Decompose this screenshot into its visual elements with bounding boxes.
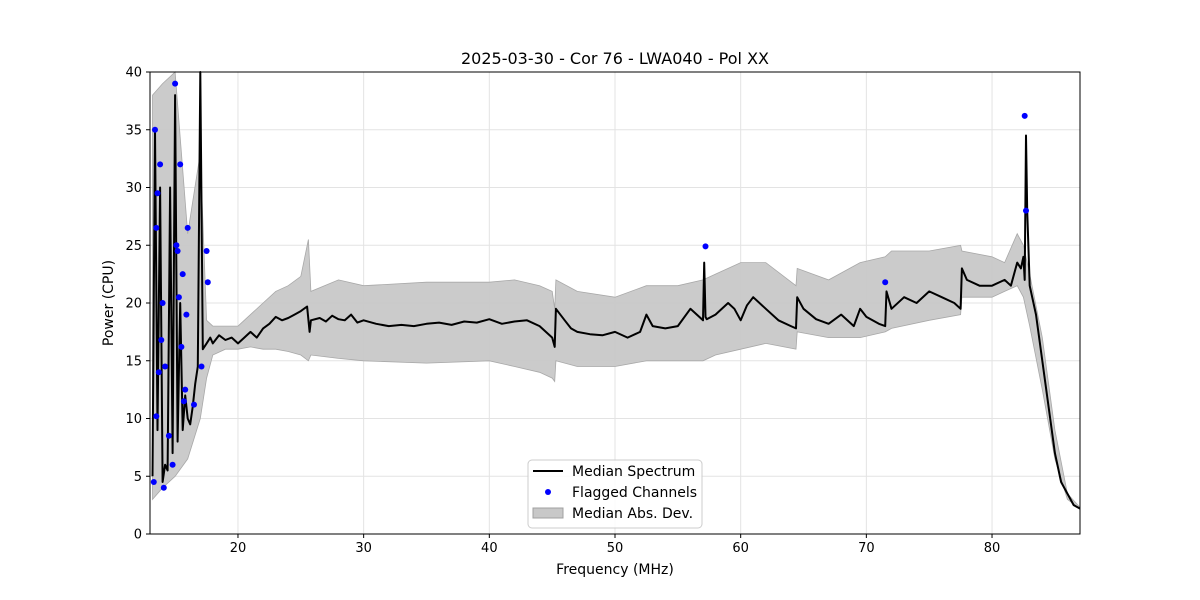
flagged-channel-point — [169, 461, 176, 468]
flagged-channel-point — [153, 224, 160, 231]
flagged-channel-point — [160, 484, 167, 491]
flagged-channel-point — [204, 279, 211, 286]
y-tick-label: 10 — [125, 412, 142, 427]
y-tick-label: 5 — [134, 470, 142, 485]
chart-title: 2025-03-30 - Cor 76 - LWA040 - Pol XX — [461, 49, 769, 68]
flagged-channel-point — [178, 343, 185, 350]
x-tick-label: 80 — [984, 541, 1001, 556]
flagged-channel-point — [154, 190, 161, 197]
flagged-channel-point — [179, 271, 186, 278]
flagged-channel-point — [159, 300, 166, 306]
legend-box — [527, 459, 703, 529]
flagged-channel-point — [173, 242, 180, 249]
flagged-channel-point — [162, 363, 169, 370]
legend-label-flagged-channels: Flagged Channels — [572, 485, 697, 501]
y-tick-label: 20 — [125, 297, 142, 312]
flagged-channel-point — [182, 386, 189, 393]
flagged-channel-point — [175, 294, 182, 301]
legend-label-median-abs-dev: Median Abs. Dev. — [572, 506, 693, 522]
flagged-channel-point — [172, 80, 179, 87]
flagged-channel-point — [165, 432, 172, 439]
flagged-channel-point — [1023, 207, 1029, 214]
y-tick-label: 25 — [125, 239, 142, 254]
y-tick-label: 15 — [125, 354, 142, 369]
x-tick-label: 20 — [230, 541, 247, 556]
flagged-channel-point — [198, 363, 205, 370]
flagged-channel-point — [882, 279, 889, 286]
x-tick-label: 70 — [858, 541, 875, 556]
y-axis: 0 5 10 15 20 25 30 35 40 — [125, 66, 150, 543]
flagged-points-layer — [150, 80, 1029, 491]
y-tick-label: 30 — [125, 181, 142, 196]
flagged-channel-point — [702, 243, 709, 250]
flagged-channel-point — [180, 398, 187, 405]
flagged-channel-point — [153, 413, 160, 420]
x-axis: 20 30 40 50 60 70 80 — [230, 534, 1001, 556]
y-tick-label: 35 — [125, 123, 142, 138]
median-spectrum-line — [151, 71, 1081, 510]
x-tick-label: 30 — [355, 541, 372, 556]
x-tick-label: 60 — [732, 541, 749, 556]
flagged-channel-point — [183, 311, 190, 318]
flagged-channel-point — [174, 248, 181, 254]
flagged-channel-point — [203, 248, 210, 254]
flagged-channel-point — [184, 224, 191, 231]
flagged-channel-point — [152, 126, 158, 133]
legend-label-median-spectrum: Median Spectrum — [572, 464, 695, 480]
y-axis-label: Power (CPU) — [101, 260, 117, 346]
flagged-channel-point — [177, 161, 184, 168]
flagged-channel-point — [191, 401, 197, 408]
y-tick-label: 40 — [125, 66, 142, 81]
legend-dot-swatch — [545, 489, 551, 495]
flagged-channel-point — [157, 161, 164, 168]
legend-band-swatch — [532, 507, 564, 519]
flagged-channel-point — [155, 369, 162, 376]
x-tick-label: 50 — [607, 541, 624, 556]
flagged-channel-point — [158, 337, 165, 343]
x-tick-label: 40 — [481, 541, 498, 556]
flagged-channel-point — [1021, 112, 1028, 119]
y-tick-label: 0 — [134, 528, 142, 543]
x-axis-label: Frequency (MHz) — [556, 562, 674, 578]
flagged-channel-point — [150, 479, 157, 485]
legend: Median Spectrum Flagged Channels Median … — [527, 459, 703, 529]
median-line-layer — [151, 71, 1081, 510]
